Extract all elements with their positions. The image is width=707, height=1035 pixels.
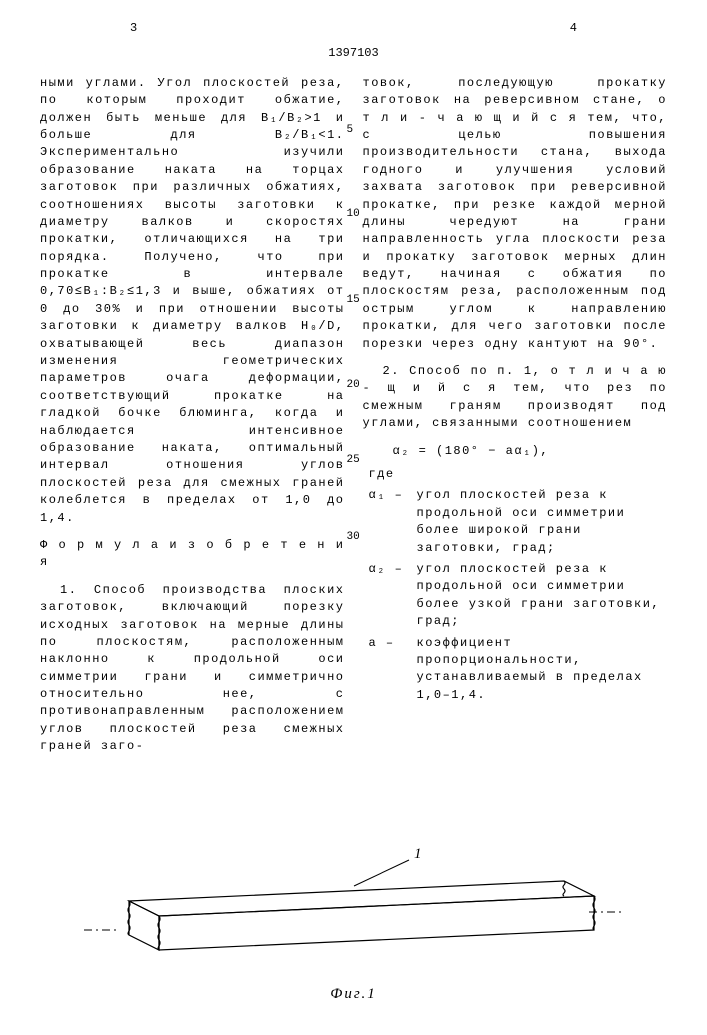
left-column: ными углами. Угол плоскостей реза, по ко… [40, 75, 345, 766]
formula-section-title: Ф о р м у л а и з о б р е т е н и я [40, 537, 345, 572]
where-text: коэффициент пропорциональности, устанавл… [417, 635, 668, 705]
right-paragraph-1: товок, последующую прокатку заготовок на… [363, 75, 668, 353]
line-number: 10 [347, 207, 360, 223]
where-text: угол плоскостей реза к продольной оси си… [417, 561, 668, 631]
line-number: 20 [347, 378, 360, 394]
page-number-right: 4 [570, 20, 577, 37]
right-column: 5 10 15 20 25 30 товок, последующую прок… [363, 75, 668, 766]
line-number: 5 [347, 123, 354, 139]
line-number: 15 [347, 293, 360, 309]
figure-1: 1 Фиг.1 [40, 846, 667, 1006]
where-row: α₂ – угол плоскостей реза к продольной о… [363, 561, 668, 631]
document-number: 1397103 [40, 45, 667, 62]
page-number-left: 3 [130, 20, 137, 37]
right-paragraph-2: 2. Способ по п. 1, о т л и ч а ю - щ и й… [363, 363, 668, 433]
where-row: α₁ – угол плоскостей реза к продольной о… [363, 487, 668, 557]
where-intro: где [363, 466, 417, 483]
where-block: где α₁ – угол плоскостей реза к продольн… [363, 466, 668, 704]
where-text: угол плоскостей реза к продольной оси си… [417, 487, 668, 557]
where-symbol: α₂ – [363, 561, 417, 631]
where-row: a – коэффициент пропорциональности, уста… [363, 635, 668, 705]
figure-svg: 1 [84, 846, 624, 976]
figure-label: Фиг.1 [40, 984, 667, 1006]
formula: α₂ = (180° − aα₁), [393, 443, 668, 460]
line-number: 25 [347, 453, 360, 469]
line-number: 30 [347, 530, 360, 546]
where-symbol: α₁ – [363, 487, 417, 557]
figure-annotation: 1 [414, 846, 422, 862]
where-symbol: a – [363, 635, 417, 705]
left-paragraph-2: 1. Способ производства плоских заготовок… [40, 582, 345, 756]
left-paragraph-1: ными углами. Угол плоскостей реза, по ко… [40, 75, 345, 527]
